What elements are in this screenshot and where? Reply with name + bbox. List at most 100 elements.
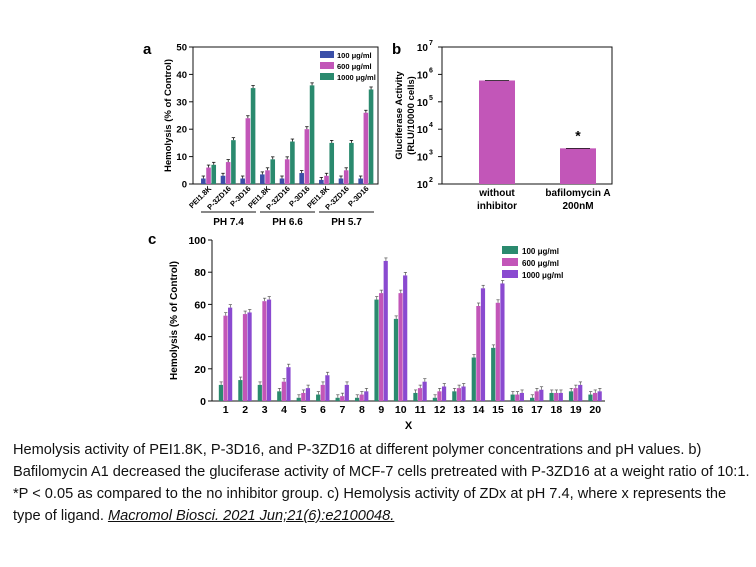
citation-link[interactable]: Macromol Biosci. 2021 Jun;21(6):e2100048… [107,508,395,524]
y-tick-label: 0 [182,180,187,191]
bar [228,307,233,401]
bar [549,392,554,401]
bar [515,394,520,401]
bar [491,347,496,401]
y-tick-label: 10 [417,180,429,191]
bar [413,392,418,401]
significance-marker: * [575,127,581,143]
bar [495,302,500,401]
bar [398,293,403,401]
y-tick-exponent: 5 [429,95,433,102]
y-axis-label: Hemolysis (% of Control) [163,59,174,172]
bar [245,118,251,184]
y-axis-label: Gluciferase Activity [394,71,405,160]
bar [277,391,282,401]
bar [441,386,447,401]
legend-swatch [502,270,518,278]
y-tick-label: 80 [194,267,206,279]
panel-letter-b: b [392,41,401,58]
y-axis-label: Hemolysis (% of Control) [169,261,180,380]
bar [573,388,578,401]
y-tick-exponent: 2 [429,177,433,184]
legend-swatch [320,62,334,69]
bar [354,397,360,401]
bar [260,174,265,184]
bar [242,314,248,401]
bar [320,384,325,401]
bar [290,141,295,184]
x-tick-label: P-3D16 [346,184,370,208]
bar [340,396,345,401]
bar [422,381,427,401]
bar [250,88,256,184]
bar [265,170,270,184]
bar [262,301,267,401]
bar [270,159,276,184]
bar [479,80,515,184]
bar [558,392,563,401]
y-tick-exponent: 6 [429,67,433,74]
bar [257,384,262,401]
bar [476,306,481,401]
bar [554,392,559,401]
bar [305,388,311,401]
bar [201,178,206,184]
legend-label: 1000 μg/ml [522,271,563,280]
bar [344,384,349,401]
x-tick-label: 17 [531,404,543,416]
y-tick-label: 0 [200,396,206,408]
bar [480,288,486,401]
y-tick-label: 30 [176,97,187,108]
panel-letter-a: a [143,41,152,58]
bar [225,162,231,184]
y-tick-exponent: 4 [429,122,433,129]
panel-letter-c: c [148,231,156,248]
bar [363,112,369,184]
x-tick-label: inhibitor [477,201,517,212]
x-tick-label: 4 [281,404,287,416]
x-tick-label: 9 [378,404,384,416]
y-tick-label: 20 [194,364,206,376]
bar [588,394,593,401]
bar [319,179,324,184]
bar [220,175,226,184]
bar [284,159,290,184]
bar [304,129,310,184]
bar [432,397,437,401]
bar [403,275,408,401]
y-tick-label: 10 [417,125,429,136]
bar [374,299,379,401]
bar [309,85,315,184]
x-tick-label: 11 [415,404,426,416]
y-tick-label: 40 [194,332,206,344]
bar [266,299,272,401]
x-tick-label: 14 [473,404,485,416]
x-tick-label: 19 [570,404,582,416]
bar [437,391,442,401]
group-label: PH 7.4 [213,217,244,228]
group-label: PH 5.7 [331,217,362,228]
bar [279,178,285,184]
bar [539,389,544,401]
group-label: PH 6.6 [272,217,303,228]
y-tick-label: 10 [417,70,429,81]
legend-label: 1000 μg/ml [337,73,376,82]
bar [471,357,476,401]
bar [519,392,524,401]
bar [238,380,243,401]
x-tick-label: 20 [589,404,601,416]
bar [456,388,462,401]
bar [281,381,286,401]
bar [335,397,340,401]
bar [343,170,349,184]
bar [379,293,384,401]
bar [393,318,399,401]
bar [364,391,369,401]
x-tick-label: 16 [512,404,524,416]
bar [247,312,252,401]
legend-swatch [502,258,518,266]
y-tick-label: 20 [176,125,187,136]
